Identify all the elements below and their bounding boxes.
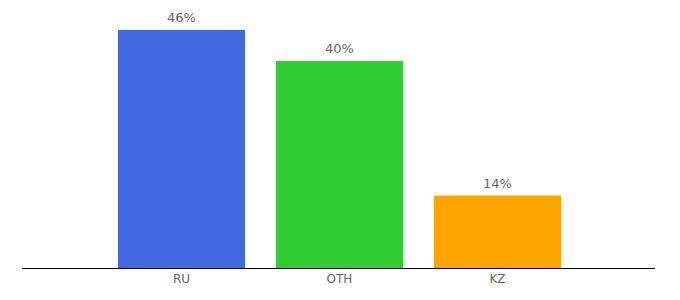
data-label: 46% xyxy=(167,10,196,25)
bar xyxy=(118,30,245,268)
chart-container: 46% RU 40% OTH 14% KZ xyxy=(0,0,680,300)
category-label: RU xyxy=(173,272,190,286)
category-label: OTH xyxy=(327,272,353,286)
labels: 46% RU 40% OTH 14% KZ xyxy=(167,10,512,286)
data-label: 14% xyxy=(483,176,512,191)
category-label: KZ xyxy=(489,272,505,286)
bar xyxy=(434,196,561,268)
bars xyxy=(118,30,561,268)
chart-svg: 46% RU 40% OTH 14% KZ xyxy=(0,0,680,300)
data-label: 40% xyxy=(325,41,354,56)
x-axis-line xyxy=(22,268,655,269)
bar xyxy=(276,61,403,268)
